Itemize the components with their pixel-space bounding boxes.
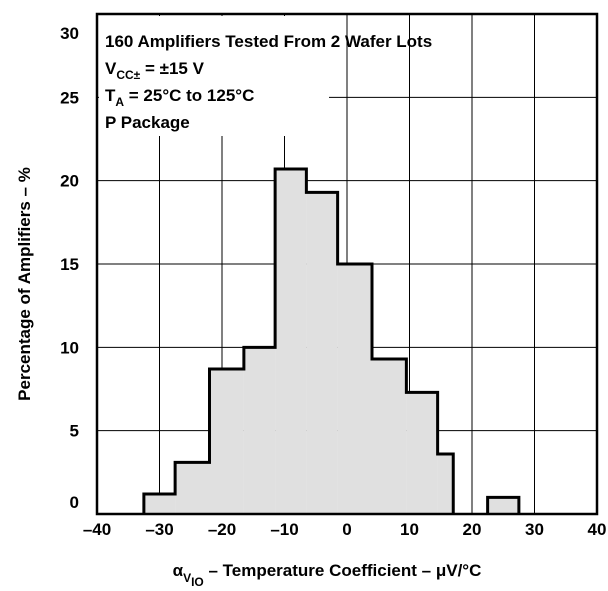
x-tick-label: 0 [342, 520, 351, 539]
x-axis-label: αVIO – Temperature Coefficient – μV/°C [173, 561, 482, 589]
histogram-bar [175, 462, 210, 514]
x-tick-label: 20 [463, 520, 482, 539]
annotation-text: 160 Amplifiers Tested From 2 Wafer Lots [105, 32, 432, 51]
x-tick-label: 40 [588, 520, 607, 539]
histogram-bar [372, 359, 407, 514]
y-tick-label: 5 [70, 422, 79, 441]
histogram-bar [306, 192, 338, 515]
y-tick-label: 25 [60, 88, 79, 107]
annotation-subscript: A [115, 95, 124, 109]
histogram-bar [275, 169, 307, 514]
histogram-outline [486, 495, 521, 514]
x-tick-label: –30 [145, 520, 173, 539]
y-tick-label: 15 [60, 255, 79, 274]
plot-frame [95, 12, 599, 516]
x-axis-label-sub-v: V [183, 571, 191, 585]
annotation-line: VCC± = ±15 V [105, 59, 205, 82]
x-tick-label: –10 [270, 520, 298, 539]
histogram-bar [406, 392, 438, 514]
histogram-bar [337, 264, 372, 514]
x-axis-label-alpha: α [173, 561, 184, 580]
annotation-text: = 25°C to 125°C [124, 86, 254, 105]
x-tick-label: 30 [525, 520, 544, 539]
histogram-bar [487, 497, 519, 514]
x-axis-label-text: – Temperature Coefficient – μV/°C [204, 561, 482, 580]
histogram-bar [143, 494, 176, 514]
annotation-background [99, 16, 329, 136]
x-tick-label: 10 [400, 520, 419, 539]
y-tick-label: 0 [70, 493, 79, 512]
annotation-text: P Package [105, 113, 190, 132]
x-tick-label: –40 [83, 520, 111, 539]
y-axis-label: Percentage of Amplifiers – % [15, 167, 34, 401]
y-tick-labels: 0 5 10 15 20 25 30 [60, 24, 79, 512]
annotation-text: V [105, 59, 117, 78]
annotation-line: P Package [105, 113, 190, 132]
histogram-bar [437, 454, 454, 514]
annotation-line: 160 Amplifiers Tested From 2 Wafer Lots [105, 32, 432, 51]
histogram-bar [209, 369, 244, 514]
x-tick-labels: –40 –30 –20 –10 0 10 20 30 40 [83, 520, 607, 539]
x-tick-label: –20 [208, 520, 236, 539]
y-tick-label: 30 [60, 24, 79, 43]
histogram-bars [142, 167, 521, 515]
y-tick-label: 20 [60, 172, 79, 191]
annotation-text: T [105, 86, 116, 105]
annotation-subscript: CC± [116, 68, 140, 82]
annotation-text: = ±15 V [140, 59, 204, 78]
y-tick-label: 10 [60, 338, 79, 357]
histogram-outline [142, 167, 455, 514]
x-axis-label-sub-io: IO [191, 575, 204, 589]
test-conditions-annotation: 160 Amplifiers Tested From 2 Wafer Lots V… [99, 16, 432, 136]
histogram-bar [243, 347, 276, 514]
annotation-line: TA = 25°C to 125°C [105, 86, 254, 109]
